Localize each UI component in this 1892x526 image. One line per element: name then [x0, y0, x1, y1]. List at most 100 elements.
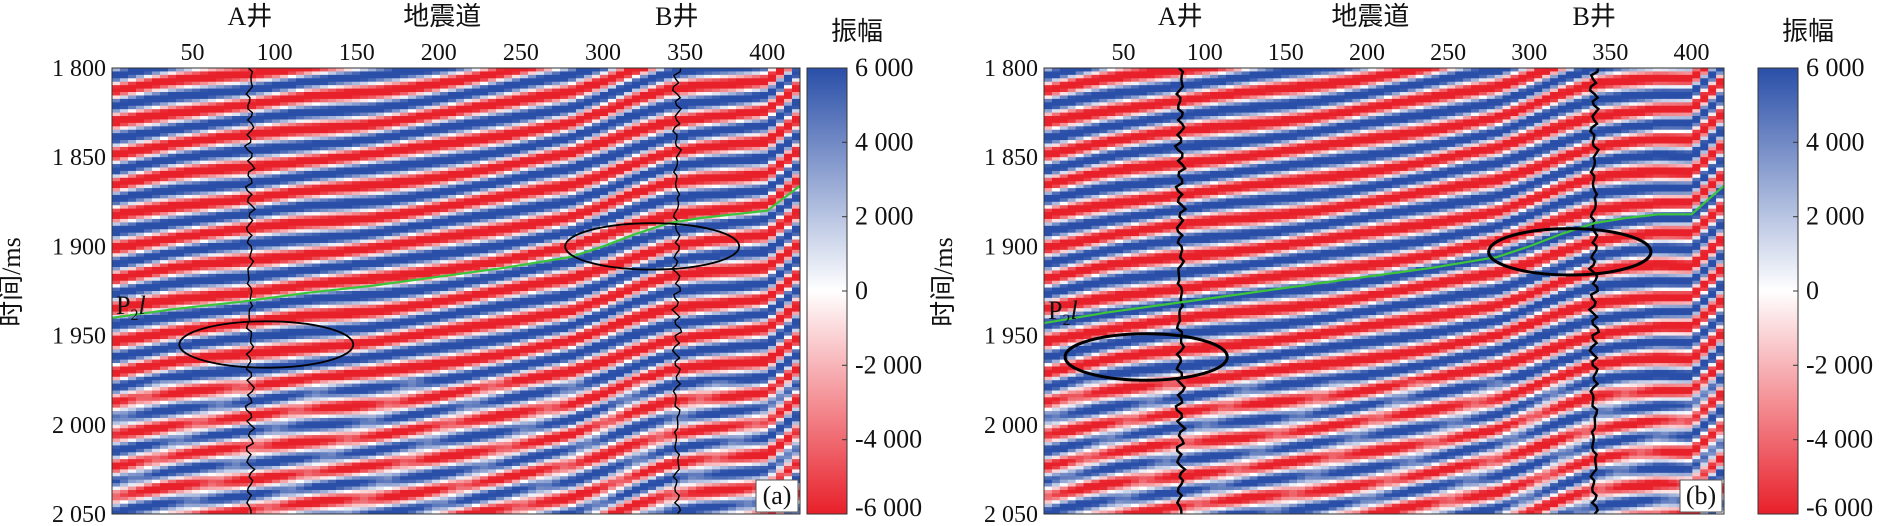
amplitude-cell	[400, 411, 409, 416]
amplitude-cell	[168, 266, 177, 272]
amplitude-cell	[320, 335, 329, 340]
amplitude-cell	[232, 71, 241, 76]
amplitude-cell	[152, 352, 161, 357]
amplitude-cell	[376, 229, 385, 234]
amplitude-cell	[296, 345, 305, 350]
amplitude-cell	[272, 222, 281, 227]
amplitude-cell	[120, 500, 129, 505]
amplitude-cell	[344, 188, 353, 193]
amplitude-cell	[360, 321, 369, 326]
amplitude-cell	[248, 287, 257, 292]
amplitude-cell	[128, 188, 137, 193]
amplitude-cell	[384, 489, 393, 495]
amplitude-cell	[120, 78, 129, 83]
amplitude-cell	[152, 325, 161, 330]
amplitude-cell	[208, 332, 217, 337]
amplitude-cell	[160, 256, 169, 261]
amplitude-cell	[352, 88, 361, 93]
amplitude-cell	[152, 297, 161, 302]
amplitude-cell	[400, 119, 409, 124]
amplitude-cell	[112, 404, 121, 409]
amplitude-cell	[320, 397, 329, 402]
amplitude-cell	[168, 129, 177, 134]
amplitude-cell	[312, 242, 321, 247]
amplitude-cell	[184, 215, 193, 220]
amplitude-cell	[224, 328, 233, 333]
amplitude-cell	[216, 407, 225, 412]
amplitude-cell	[360, 198, 369, 203]
amplitude-cell	[376, 225, 385, 230]
amplitude-cell	[280, 188, 289, 193]
amplitude-cell	[288, 102, 297, 107]
amplitude-cell	[368, 315, 377, 320]
amplitude-cell	[368, 339, 377, 344]
amplitude-cell	[392, 335, 401, 340]
amplitude-cell	[176, 352, 185, 357]
amplitude-cell	[336, 339, 345, 344]
amplitude-cell	[384, 256, 393, 261]
amplitude-cell	[112, 510, 121, 514]
amplitude-cell	[368, 304, 377, 309]
amplitude-cell	[192, 78, 201, 83]
amplitude-cell	[192, 92, 201, 97]
amplitude-cell	[328, 122, 337, 127]
amplitude-cell	[112, 359, 121, 364]
amplitude-cell	[128, 393, 137, 398]
amplitude-cell	[208, 315, 217, 320]
amplitude-cell	[312, 455, 321, 460]
amplitude-cell	[240, 109, 249, 114]
amplitude-cell	[176, 140, 185, 145]
amplitude-cell	[152, 102, 161, 107]
amplitude-cell	[280, 122, 289, 127]
amplitude-cell	[352, 181, 361, 186]
amplitude-cell	[328, 95, 337, 100]
amplitude-cell	[216, 184, 225, 189]
amplitude-cell	[360, 359, 369, 364]
amplitude-cell	[184, 411, 193, 416]
amplitude-cell	[256, 417, 265, 422]
amplitude-cell	[136, 489, 145, 495]
amplitude-cell	[208, 431, 217, 436]
amplitude-cell	[160, 170, 169, 175]
amplitude-cell	[216, 318, 225, 323]
amplitude-cell	[304, 465, 313, 470]
amplitude-cell	[232, 164, 241, 169]
amplitude-cell	[200, 332, 209, 337]
amplitude-cell	[360, 431, 369, 436]
amplitude-cell	[184, 438, 193, 443]
amplitude-cell	[208, 507, 217, 512]
amplitude-cell	[208, 270, 217, 275]
amplitude-cell	[192, 318, 201, 323]
amplitude-cell	[152, 88, 161, 93]
amplitude-cell	[368, 263, 377, 268]
amplitude-cell	[256, 390, 265, 395]
amplitude-cell	[128, 208, 137, 213]
amplitude-cell	[288, 359, 297, 364]
amplitude-cell	[328, 85, 337, 90]
amplitude-cell	[376, 459, 385, 464]
amplitude-cell	[152, 222, 161, 227]
amplitude-cell	[408, 280, 417, 285]
amplitude-cell	[320, 215, 329, 220]
amplitude-cell	[336, 270, 345, 275]
amplitude-cell	[232, 287, 241, 292]
amplitude-cell	[352, 315, 361, 320]
amplitude-cell	[312, 486, 321, 491]
amplitude-cell	[336, 157, 345, 162]
amplitude-cell	[296, 85, 305, 90]
amplitude-cell	[320, 462, 329, 467]
amplitude-cell	[416, 143, 425, 148]
amplitude-cell	[352, 280, 361, 285]
amplitude-cell	[352, 328, 361, 333]
amplitude-cell	[408, 109, 417, 114]
amplitude-cell	[352, 445, 361, 450]
amplitude-cell	[304, 157, 313, 162]
amplitude-cell	[392, 249, 401, 254]
amplitude-cell	[312, 246, 321, 251]
amplitude-cell	[184, 500, 193, 505]
amplitude-cell	[176, 116, 185, 121]
amplitude-cell	[288, 164, 297, 169]
amplitude-cell	[160, 472, 169, 477]
amplitude-cell	[288, 411, 297, 416]
amplitude-cell	[232, 496, 241, 501]
